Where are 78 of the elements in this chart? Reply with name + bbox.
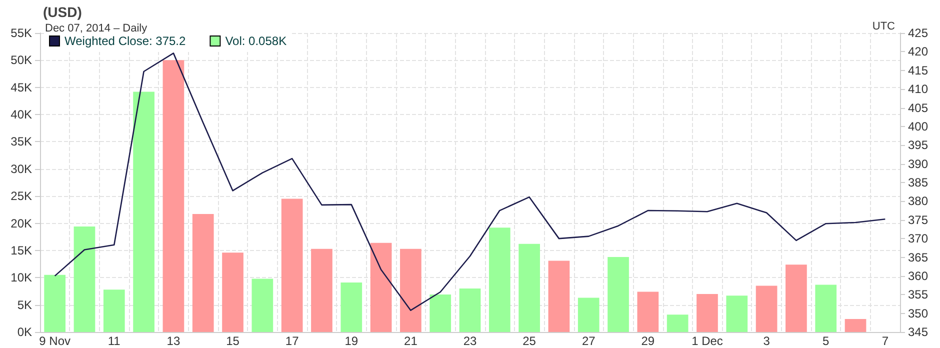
x-tick-label: 13	[166, 334, 180, 348]
y2-tick-label: 375	[908, 212, 928, 227]
y2-tick-label: 380	[908, 194, 928, 208]
bar	[252, 278, 274, 332]
y2-tick-label: 425	[908, 26, 928, 40]
y2-tick-label: 405	[908, 100, 928, 115]
bar	[44, 274, 66, 332]
bar	[430, 294, 452, 332]
line-series	[54, 52, 886, 311]
y-tick-label: 20K	[10, 216, 32, 230]
bar	[608, 256, 629, 332]
y2-tick-label: 395	[908, 138, 928, 152]
x-tick-label: 25	[522, 334, 536, 348]
y-tick-label: 0K	[17, 325, 32, 339]
bar	[815, 284, 837, 332]
bar	[311, 248, 332, 332]
y2-tick-label: 415	[908, 63, 928, 78]
y-tick-label: 25K	[10, 189, 32, 204]
legend-label: Weighted Close: 375.2	[64, 34, 186, 48]
bar	[133, 92, 154, 332]
x-tick-label: 15	[226, 334, 240, 348]
y2-tick-label: 410	[908, 82, 928, 96]
x-tick-label: 9 Nov	[39, 334, 71, 348]
x-tick-label: 17	[285, 334, 300, 348]
bar	[340, 282, 362, 332]
bar	[637, 292, 659, 332]
bar	[74, 226, 96, 332]
x-tick-label: 21	[404, 334, 418, 348]
x-tick-label: 29	[641, 334, 655, 348]
bar	[518, 244, 540, 332]
y-tick-label: 10K	[10, 270, 32, 285]
chart-title: (USD)	[43, 4, 82, 20]
y2-tick-label: 350	[908, 306, 928, 320]
y2-tick-label: 385	[908, 176, 928, 190]
bar	[726, 296, 748, 332]
y-tick-label: 40K	[10, 108, 32, 122]
bar	[370, 242, 392, 332]
x-tick-label: 7	[882, 334, 889, 348]
x-tick-label: 19	[344, 334, 358, 348]
bar	[103, 290, 125, 332]
bar	[696, 294, 718, 332]
y2-tick-label: 420	[908, 44, 928, 59]
x-tick-label: 3	[763, 334, 770, 348]
x-tick-label: 23	[463, 334, 477, 348]
y-tick-label: 50K	[10, 53, 32, 68]
legend-label: Vol: 0.058K	[225, 34, 287, 48]
x-tick-label: 5	[822, 334, 830, 348]
x-tick-label: 11	[108, 334, 121, 348]
y-tick-label: 30K	[10, 162, 32, 176]
bar	[756, 286, 778, 332]
chart-subtitle: Dec 07, 2014 – Daily	[45, 22, 148, 34]
bar	[666, 314, 688, 332]
bar	[281, 198, 303, 332]
bar	[162, 60, 184, 332]
bar	[844, 318, 866, 332]
bar	[459, 288, 481, 332]
y2-tick-label: 365	[908, 250, 928, 264]
bar	[400, 248, 422, 332]
bar	[192, 214, 214, 332]
y2-tick-label: 370	[908, 232, 928, 246]
bar	[222, 252, 244, 332]
bar	[578, 298, 600, 332]
y-tick-label: 15K	[10, 243, 32, 258]
y2-tick-label: 390	[908, 156, 928, 171]
y-tick-label: 5K	[17, 298, 32, 312]
text: UTC	[872, 20, 896, 32]
bar	[488, 228, 510, 332]
y2-tick-label: 355	[908, 288, 928, 302]
y2-tick-label: 400	[908, 119, 928, 134]
bar	[786, 264, 807, 332]
y-tick-label: 55K	[10, 26, 32, 40]
y-tick-label: 45K	[10, 80, 32, 94]
y2-tick-label: 360	[908, 268, 928, 283]
bar	[548, 260, 570, 332]
x-tick-label: 1 Dec	[692, 334, 723, 348]
y2-tick-label: 345	[908, 325, 928, 339]
y-tick-label: 35K	[10, 134, 32, 149]
x-tick-label: 27	[582, 334, 596, 348]
